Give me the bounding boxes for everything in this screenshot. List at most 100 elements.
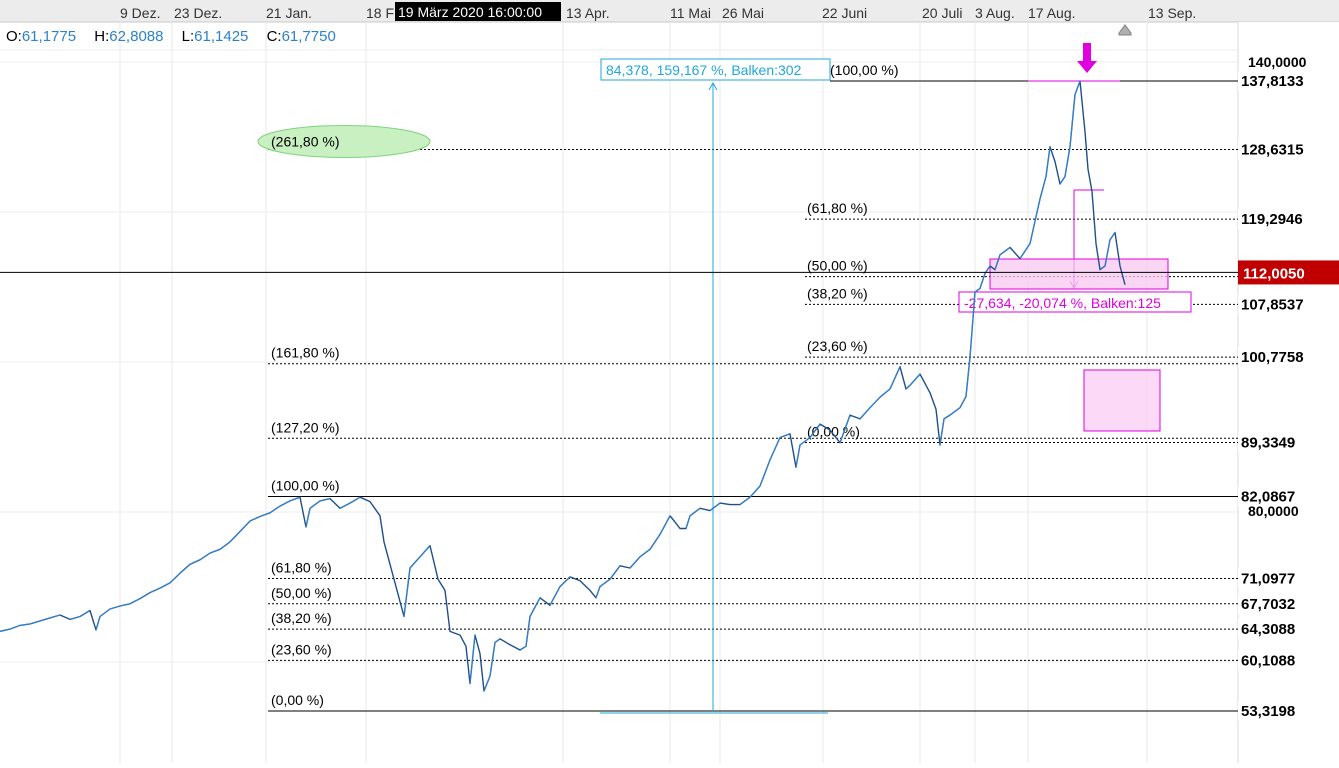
price-up-segment: [469, 635, 476, 684]
fib-level-label: (50,00 %): [271, 585, 332, 601]
price-up-segment: [1099, 265, 1106, 271]
price-up-segment: [309, 500, 321, 509]
price-up-segment: [1039, 176, 1047, 200]
price-up-segment: [749, 485, 761, 498]
price-tag-label: 100,7758: [1241, 349, 1304, 366]
price-up-segment: [1045, 146, 1051, 177]
crosshair-time-bg: [395, 2, 561, 21]
price-up-segment: [709, 502, 721, 511]
price-up-segment: [279, 500, 291, 507]
price-up-segment: [109, 605, 121, 610]
price-up-segment: [494, 638, 501, 643]
price-tag-bg: [1238, 701, 1310, 721]
price-up-segment: [859, 407, 871, 420]
price-up-segment: [739, 496, 751, 506]
price-tag-bg: [1238, 619, 1310, 640]
price-up-segment: [909, 373, 921, 386]
projection-zone-box[interactable]: [1083, 369, 1161, 432]
price-up-segment: [799, 437, 811, 446]
fib-level-label: (61,80 %): [271, 559, 332, 575]
price-up-segment: [95, 616, 101, 631]
high-value: 62,8088: [109, 28, 164, 45]
price-up-segment: [119, 603, 131, 607]
close-label: C:: [266, 28, 282, 45]
fib-level-label: (23,60 %): [271, 641, 332, 657]
price-up-segment: [959, 396, 967, 408]
price-tag-bg: [1238, 486, 1310, 507]
price-up-segment: [779, 433, 791, 438]
fib-level-label: (38,20 %): [807, 285, 868, 301]
price-up-segment: [219, 541, 231, 550]
price-up-segment: [1069, 94, 1076, 147]
price-up-segment: [1059, 176, 1066, 185]
price-up-segment: [199, 552, 211, 561]
price-up-segment: [259, 512, 271, 518]
price-tag-bg: [1238, 71, 1310, 91]
price-up-segment: [889, 366, 901, 390]
price-up-segment: [19, 623, 31, 626]
fib-level-label: (161,80 %): [271, 345, 339, 361]
x-tick-label: 26 Mai: [722, 5, 764, 21]
retracement-label-box[interactable]: [958, 291, 1192, 313]
price-up-segment: [149, 587, 161, 594]
price-tag-bg: [1238, 432, 1310, 453]
price-up-segment: [839, 414, 851, 443]
measure-label: 84,378, 159,167 %, Balken:302: [606, 62, 802, 78]
highlight-ellipse[interactable]: [257, 124, 431, 158]
price-up-segment: [559, 576, 571, 587]
price-up-segment: [649, 534, 661, 550]
x-tick-label: 18 F: [366, 5, 394, 21]
price-up-segment: [689, 507, 701, 517]
price-up-segment: [319, 498, 331, 502]
price-up-segment: [1019, 243, 1031, 259]
x-tick-label: 3 Aug.: [975, 5, 1015, 21]
price-up-segment: [39, 617, 51, 622]
fib-level-label: (127,20 %): [271, 419, 339, 435]
price-up-segment: [403, 567, 411, 617]
price-up-segment: [905, 384, 911, 390]
price-tag-bg: [1238, 209, 1310, 230]
price-up-segment: [189, 559, 201, 565]
price-tag-label: 119,2946: [1241, 211, 1303, 228]
price-tag-bg: [1238, 593, 1310, 614]
price-tag-label: 82,0867: [1241, 489, 1295, 506]
measure-arrow-icon: [708, 81, 718, 91]
price-up-segment: [949, 407, 961, 416]
price-up-segment: [639, 548, 651, 558]
price-up-segment: [1064, 146, 1071, 177]
price-up-segment: [483, 675, 491, 692]
price-up-segment: [939, 418, 945, 446]
price-tag-label: 137,8133: [1241, 73, 1304, 90]
price-up-segment: [595, 586, 601, 598]
price-up-segment: [419, 545, 431, 558]
last-price-badge: [1238, 260, 1339, 285]
measure-label-box[interactable]: [600, 58, 831, 81]
price-up-segment: [209, 548, 221, 554]
x-tick-label: 23 Dez.: [174, 5, 222, 21]
fib-level-label: (100,00 %): [271, 478, 339, 494]
y-tick-label: 140,0000: [1248, 54, 1307, 70]
price-up-segment: [29, 620, 41, 625]
price-up-segment: [159, 582, 171, 589]
x-tick-label: 9 Dez.: [120, 5, 160, 21]
price-up-segment: [943, 414, 951, 420]
target-zone-box[interactable]: [989, 258, 1169, 290]
time-axis-band: [0, 0, 1339, 22]
down-arrow-icon: [1077, 43, 1097, 73]
low-label: L:: [181, 28, 195, 45]
price-up-segment: [409, 556, 421, 569]
price-tag-label: 107,8537: [1241, 296, 1304, 313]
fib-level-label: (23,60 %): [807, 338, 868, 354]
fib-level-label: (50,00 %): [807, 258, 868, 274]
price-tag-label: 128,6315: [1241, 141, 1304, 158]
price-up-segment: [99, 608, 111, 617]
price-up-segment: [599, 578, 611, 588]
price-tag-label: 53,3198: [1241, 703, 1295, 720]
scroll-marker-icon[interactable]: [1118, 24, 1132, 36]
x-tick-label: 13 Apr.: [566, 5, 610, 21]
price-tag-bg: [1238, 294, 1310, 315]
price-up-segment: [79, 610, 91, 617]
price-up-segment: [974, 287, 981, 293]
